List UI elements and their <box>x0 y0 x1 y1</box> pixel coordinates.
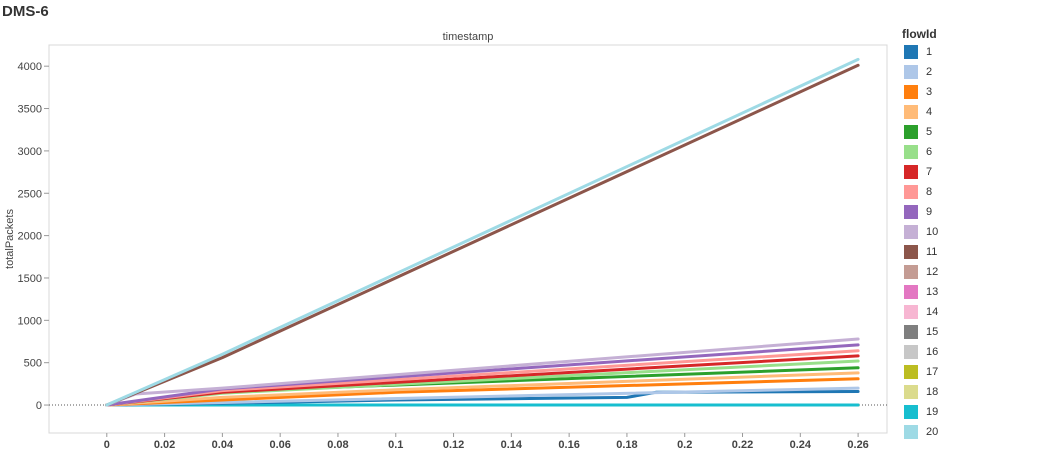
x-tick-label: 0.26 <box>847 439 868 451</box>
legend-item-8[interactable]: 8 <box>902 182 1032 202</box>
x-tick-label: 0.12 <box>443 439 464 451</box>
legend-label: 7 <box>926 166 933 178</box>
legend-label: 1 <box>926 46 933 58</box>
x-tick-label: 0.2 <box>677 439 692 451</box>
y-axis-title: totalPackets <box>4 209 16 269</box>
legend-swatch <box>904 125 918 139</box>
legend-label: 5 <box>926 126 933 138</box>
x-tick-label: 0.02 <box>154 439 175 451</box>
y-tick-label: 1000 <box>18 315 42 327</box>
legend-item-11[interactable]: 11 <box>902 242 1032 262</box>
legend-label: 18 <box>926 386 939 398</box>
legend-label: 11 <box>926 246 938 258</box>
legend-swatch <box>904 345 918 359</box>
legend-item-12[interactable]: 12 <box>902 262 1032 282</box>
y-tick-label: 500 <box>24 358 42 370</box>
legend-swatch <box>904 425 918 439</box>
legend-swatch <box>904 325 918 339</box>
legend-swatch <box>904 185 918 199</box>
y-tick-label: 1500 <box>18 273 42 285</box>
chart-title: timestamp <box>443 31 494 43</box>
y-tick-label: 2000 <box>18 231 42 243</box>
legend-item-10[interactable]: 10 <box>902 222 1032 242</box>
page-title: DMS-6 <box>2 3 49 20</box>
legend-label: 3 <box>926 86 933 98</box>
legend-swatch <box>904 245 918 259</box>
legend-item-18[interactable]: 18 <box>902 382 1032 402</box>
legend-item-19[interactable]: 19 <box>902 402 1032 422</box>
legend-item-6[interactable]: 6 <box>902 142 1032 162</box>
legend-item-20[interactable]: 20 <box>902 422 1032 442</box>
plot-area <box>48 44 888 434</box>
y-tick-label: 2500 <box>18 188 42 200</box>
legend-swatch <box>904 385 918 399</box>
legend-swatch <box>904 265 918 279</box>
x-tick-label: 0.24 <box>790 439 812 451</box>
series-line-20 <box>105 57 860 407</box>
legend-item-7[interactable]: 7 <box>902 162 1032 182</box>
legend-label: 2 <box>926 66 933 78</box>
x-tick-label: 0 <box>104 439 110 451</box>
x-tick-label: 0.1 <box>388 439 403 451</box>
x-tick-label: 0.16 <box>558 439 579 451</box>
legend-item-17[interactable]: 17 <box>902 362 1032 382</box>
legend-item-3[interactable]: 3 <box>902 82 1032 102</box>
legend: flowId 1 2 3 4 5 6 7 8 9 10 11 12 13 14 15 16 17 18 19 20 <box>902 27 1032 442</box>
legend-swatch <box>904 65 918 79</box>
legend-item-15[interactable]: 15 <box>902 322 1032 342</box>
legend-label: 19 <box>926 406 939 418</box>
legend-swatch <box>904 145 918 159</box>
y-tick-label: 0 <box>36 400 42 412</box>
legend-item-5[interactable]: 5 <box>902 122 1032 142</box>
legend-swatch <box>904 165 918 179</box>
legend-swatch <box>904 45 918 59</box>
y-tick-label: 3000 <box>18 146 42 158</box>
legend-title: flowId <box>902 27 937 41</box>
legend-swatch <box>904 85 918 99</box>
series-line-4 <box>105 371 860 407</box>
legend-label: 9 <box>926 206 933 218</box>
legend-item-14[interactable]: 14 <box>902 302 1032 322</box>
y-tick-label: 4000 <box>18 61 42 73</box>
x-tick-label: 0.08 <box>327 439 348 451</box>
legend-label: 15 <box>926 326 939 338</box>
legend-item-9[interactable]: 9 <box>902 202 1032 222</box>
y-tick-label: 3500 <box>18 104 42 116</box>
line-chart: 0 500 1000 1500 2000 2500 3000 3500 4000 0 0.02 0.… <box>4 31 888 451</box>
legend-swatch <box>904 205 918 219</box>
legend-label: 17 <box>926 366 939 378</box>
legend-label: 8 <box>926 186 933 198</box>
legend-item-4[interactable]: 4 <box>902 102 1032 122</box>
legend-label: 16 <box>926 346 939 358</box>
legend-swatch <box>904 305 918 319</box>
x-tick-label: 0.06 <box>269 439 290 451</box>
x-tick-label: 0.04 <box>212 439 234 451</box>
legend-item-1[interactable]: 1 <box>902 42 1032 62</box>
legend-item-2[interactable]: 2 <box>902 62 1032 82</box>
legend-swatch <box>904 105 918 119</box>
legend-item-16[interactable]: 16 <box>902 342 1032 362</box>
legend-label: 12 <box>926 266 939 278</box>
legend-label: 4 <box>926 106 933 118</box>
x-tick-label: 0.18 <box>616 439 637 451</box>
x-tick-label: 0.22 <box>732 439 753 451</box>
legend-swatch <box>904 225 918 239</box>
legend-item-13[interactable]: 13 <box>902 282 1032 302</box>
legend-label: 10 <box>926 226 939 238</box>
legend-label: 20 <box>926 426 939 438</box>
legend-label: 13 <box>926 286 939 298</box>
legend-label: 6 <box>926 146 933 158</box>
legend-swatch <box>904 285 918 299</box>
legend-label: 14 <box>926 306 939 318</box>
legend-swatch <box>904 365 918 379</box>
legend-swatch <box>904 405 918 419</box>
x-tick-label: 0.14 <box>501 439 523 451</box>
